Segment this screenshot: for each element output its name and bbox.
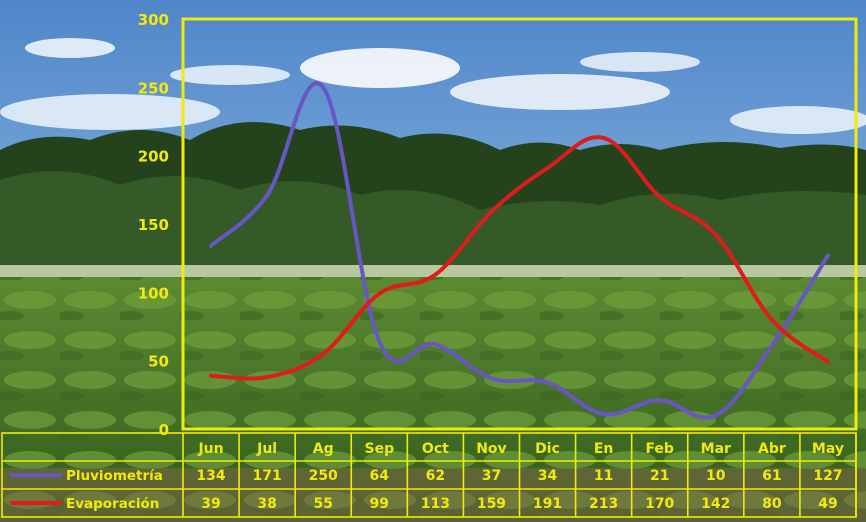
pluviometria-series-line	[209, 81, 830, 420]
evaporacion-data-label: 191	[533, 496, 562, 512]
x-category-label: May	[812, 441, 844, 457]
evaporacion-data-label: 49	[818, 496, 837, 512]
pluviometria-data-label: 34	[538, 468, 558, 484]
pluviometria-data-label: 10	[706, 468, 726, 484]
y-tick-label: 250	[138, 79, 169, 97]
pluviometria-data-label: 61	[762, 468, 781, 484]
y-tick-label: 50	[148, 353, 169, 371]
x-category-label: Jul	[256, 441, 277, 457]
y-tick-label: 100	[138, 284, 169, 302]
evaporacion-data-label: 170	[645, 496, 674, 512]
evaporacion-data-label: 213	[589, 496, 618, 512]
pluviometria-data-label: 127	[813, 468, 842, 484]
pluviometria-point	[657, 398, 662, 403]
evaporacion-point	[321, 352, 326, 356]
pluviometria-point	[545, 380, 550, 385]
evaporacion-point	[713, 233, 718, 237]
evaporacion-point	[545, 166, 550, 170]
chart-series	[209, 81, 830, 420]
chart-axes	[181, 17, 858, 431]
evaporacion-data-label: 55	[313, 496, 332, 512]
pluviometria-legend-label: Pluviometría	[66, 468, 163, 484]
evaporacion-point	[377, 291, 382, 296]
evaporacion-point	[489, 209, 494, 214]
plot-frame	[181, 17, 858, 431]
evaporacion-point	[770, 317, 774, 322]
pluviometria-data-label: 64	[370, 468, 390, 484]
pluviometria-data-label: 250	[309, 468, 338, 484]
x-category-label: Abr	[758, 441, 786, 457]
pluviometria-point	[489, 376, 494, 381]
x-category-label: Nov	[476, 441, 506, 457]
x-category-label: Ag	[313, 441, 334, 457]
pluviometria-point	[713, 413, 718, 418]
y-tick-label: 200	[138, 148, 169, 166]
pluviometria-point	[321, 85, 326, 90]
evaporacion-point	[601, 136, 606, 140]
pluviometria-point	[209, 244, 213, 248]
pluviometria-point	[433, 342, 438, 347]
pluviometria-data-label: 171	[253, 468, 282, 484]
x-category-label: Feb	[645, 441, 674, 457]
x-category-label: Oct	[422, 441, 449, 457]
x-category-label: Mar	[701, 441, 731, 457]
data-table: Jun Jul Ag Sep Oct Nov Dic En Feb Mar Abr May Pluvio…	[1, 432, 857, 518]
pluviometria-data-label: 11	[594, 468, 613, 484]
evaporacion-point	[433, 272, 438, 277]
evaporacion-point	[657, 194, 662, 199]
pluviometria-data-label: 21	[650, 468, 669, 484]
evaporacion-legend-label: Evaporación	[66, 496, 159, 512]
evaporacion-point	[265, 375, 269, 379]
x-category-label: Sep	[364, 441, 394, 457]
y-tick-label: 150	[138, 216, 169, 234]
evaporacion-data-label: 142	[701, 496, 730, 512]
evaporacion-data-label: 159	[477, 496, 506, 512]
evaporacion-point	[209, 373, 213, 378]
pluviometria-point	[265, 193, 269, 198]
evaporacion-data-label: 80	[762, 496, 782, 512]
pluviometria-data-label: 62	[426, 468, 445, 484]
pluviometria-point	[770, 343, 774, 348]
x-category-label: Dic	[535, 441, 560, 457]
pluviometria-point	[826, 253, 830, 258]
evaporacion-data-label: 113	[421, 496, 450, 512]
x-category-label: Jun	[197, 441, 223, 457]
evaporacion-data-label: 99	[370, 496, 389, 512]
evaporacion-point	[826, 360, 830, 364]
evaporacion-data-label: 39	[201, 496, 220, 512]
pluviometria-point	[601, 412, 606, 416]
pluviometria-data-label: 134	[196, 468, 225, 484]
evaporacion-data-label: 38	[257, 496, 276, 512]
y-tick-label: 300	[138, 11, 169, 29]
pluviometria-data-label: 37	[482, 468, 501, 484]
pluviometria-point	[377, 339, 382, 344]
y-tick-label: 0	[159, 421, 169, 439]
y-axis-ticks: 0 50 100 150 200 250 300	[138, 11, 169, 439]
x-category-label: En	[594, 441, 614, 457]
